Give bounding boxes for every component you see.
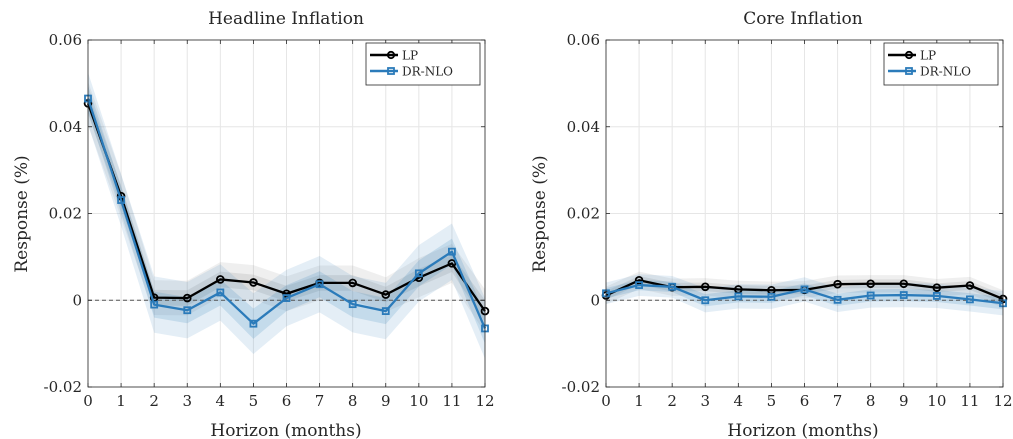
x-tick-label: 1 [116,392,126,410]
dr-nlo-data-point [249,319,258,328]
x-tick-label: 5 [767,392,777,410]
dr-nlo-data-point [899,291,908,299]
x-tick-label: 10 [927,392,946,410]
dr-nlo-data-point [348,300,357,309]
dr-nlo-data-point [966,295,974,304]
x-tick-label: 4 [734,392,744,410]
dr-nlo-data-point [414,269,423,278]
dr-nlo-data-point [833,295,842,304]
dr-nlo-data-point [216,288,225,297]
lp-data-point [866,279,875,289]
dr-nlo-data-point [635,281,643,289]
x-tick-label: 12 [475,392,494,410]
dr-nlo-data-point [866,291,875,300]
x-tick-label: 11 [960,392,979,410]
dr-nlo-data-point [315,280,324,289]
lp-data-point [447,259,457,268]
core-inflation-panel: Core Inflation Horizon (months) Response… [530,9,1013,439]
y-tick-label: -0.02 [44,378,82,396]
x-tick-label: 3 [182,392,192,410]
dr-nlo-data-point [117,196,125,204]
x-tick-label: 8 [866,392,876,410]
dr-nlo-series-line [605,283,1004,305]
lp-data-point [932,283,942,292]
x-tick-label: 0 [83,392,93,410]
legend: LP DR-NLO [883,42,999,86]
y-tick-label: 0 [72,291,82,309]
x-tick-label: 12 [993,392,1012,410]
legend-lp-label: LP [920,49,936,63]
y-axis-label: Response (%) [530,155,550,272]
legend-lp-label: LP [402,49,418,63]
x-tick-label: 9 [381,392,391,410]
dr-nlo-data-point [448,247,456,256]
legend-drnlo-marker [905,67,913,75]
x-tick-label: 2 [149,392,159,410]
x-tick-label: 2 [667,392,677,410]
dr-nlo-data-point [381,307,390,315]
dr-nlo-confidence-band [88,85,485,344]
dr-nlo-data-point [767,292,776,301]
x-tick-label: 8 [348,392,358,410]
dr-nlo-data-point [282,294,291,302]
lp-data-point [899,279,909,289]
headline-inflation-panel: Headline Inflation Horizon (months) Resp… [12,9,495,439]
dr-nlo-series-line [86,98,487,329]
y-tick-label: 0.04 [567,118,600,136]
lp-data-point [216,275,225,284]
legend-box [883,42,999,86]
x-axis-label: Horizon (months) [727,421,878,439]
lp-data-point [249,278,258,287]
x-tick-label: 1 [634,392,644,410]
lp-data-point [965,281,975,290]
dr-nlo-data-point [800,285,809,294]
legend-drnlo-label: DR-NLO [402,65,453,79]
legend-lp-marker [386,50,396,60]
x-tick-label: 4 [216,392,226,410]
lp-data-point [634,275,644,285]
lp-series-line [86,102,486,312]
x-tick-label: 3 [700,392,710,410]
dr-nlo-confidence-band [606,279,1003,310]
legend-drnlo-label: DR-NLO [920,65,971,79]
lp-data-point [182,293,192,303]
lp-data-point [348,278,357,288]
chart-title: Headline Inflation [208,9,364,29]
y-tick-label: 0 [590,291,600,309]
x-tick-label: 5 [249,392,259,410]
x-axis-label: Horizon (months) [210,421,361,439]
x-tick-label: 0 [601,392,611,410]
y-tick-label: 0.06 [49,31,82,49]
lp-confidence-band [88,81,485,333]
y-tick-label: -0.02 [562,378,600,396]
y-tick-label: 0.06 [567,31,600,49]
legend: LP DR-NLO [365,42,481,86]
lp-data-point [833,279,842,289]
y-tick-label: 0.04 [49,118,82,136]
dr-nlo-data-point [734,292,743,301]
x-tick-label: 7 [833,392,843,410]
x-tick-label: 7 [315,392,325,410]
x-tick-label: 6 [282,392,292,410]
x-tick-label: 11 [442,392,461,410]
legend-lp-marker [904,50,914,60]
dr-nlo-confidence-band [88,72,485,359]
x-tick-label: 10 [409,392,428,410]
legend-drnlo-marker [387,67,395,75]
dr-nlo-data-point [183,306,192,315]
dr-nlo-data-point [701,296,710,305]
y-axis-label: Response (%) [12,155,32,272]
lp-data-point [381,290,391,299]
legend-box [365,42,481,86]
dr-nlo-data-point [668,282,677,291]
y-tick-label: 0.02 [567,205,600,223]
lp-data-point [700,282,710,292]
x-tick-label: 6 [800,392,810,410]
x-tick-label: 9 [899,392,909,410]
y-tick-label: 0.02 [49,205,82,223]
chart-title: Core Inflation [743,9,862,29]
dr-nlo-data-point [932,292,941,300]
dr-nlo-data-point [150,300,159,309]
